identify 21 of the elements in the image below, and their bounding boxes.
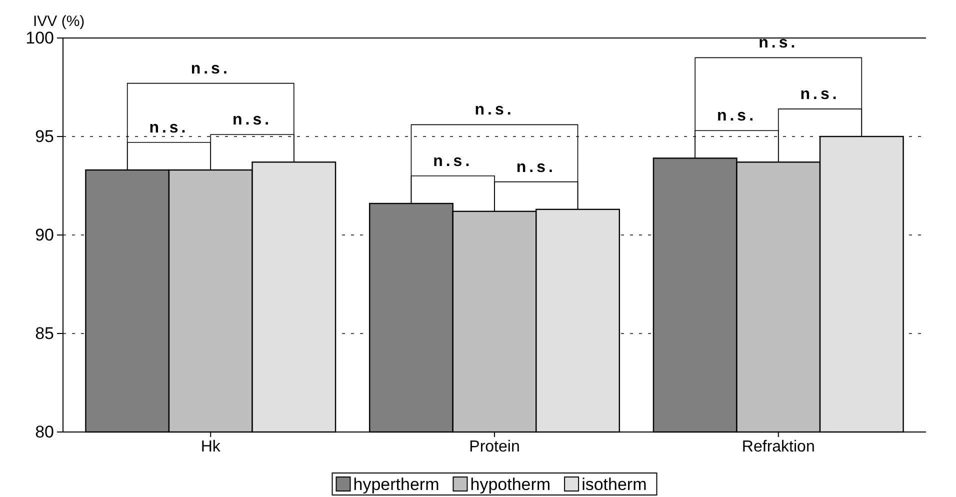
- y-tick-label: 100: [26, 28, 54, 48]
- y-tick-label: 80: [35, 422, 54, 442]
- x-tick-label: Hk: [200, 438, 222, 456]
- annotation: n.s.: [800, 86, 840, 103]
- x-tick-label: Protein: [469, 438, 520, 456]
- y-axis-title: IVV (%): [33, 13, 85, 30]
- y-tick-label: 90: [35, 225, 54, 244]
- legend-label: isotherm: [582, 475, 647, 494]
- legend-label: hypotherm: [470, 475, 551, 494]
- y-tick-label: 85: [35, 324, 54, 343]
- annotation: n.s.: [758, 34, 798, 52]
- y-tick-label: 95: [35, 126, 54, 146]
- x-tick-label: Refraktion: [742, 438, 815, 456]
- annotation: n.s.: [716, 108, 757, 125]
- annotation: n.s.: [516, 158, 556, 176]
- annotation: n.s.: [474, 102, 514, 119]
- legend-label: hypertherm: [353, 475, 440, 494]
- annotation: n.s.: [149, 119, 189, 136]
- annotation: n.s.: [433, 152, 473, 170]
- annotation: n.s.: [232, 112, 272, 129]
- annotation: n.s.: [190, 60, 230, 78]
